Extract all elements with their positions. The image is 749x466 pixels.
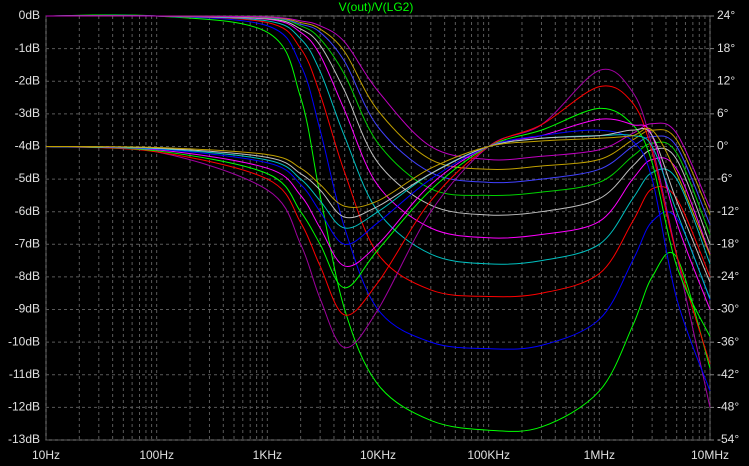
y-tick-label: -13dB xyxy=(8,432,40,446)
y-tick-label: -2dB xyxy=(15,73,40,87)
y-tick-label: -9dB xyxy=(15,302,40,316)
y2-tick-label: -48° xyxy=(717,400,739,414)
series-line xyxy=(45,85,711,365)
series-line xyxy=(45,127,711,283)
y2-tick-label: -12° xyxy=(717,204,739,218)
y-tick-label: -12dB xyxy=(8,400,40,414)
y-tick-label: -4dB xyxy=(15,139,40,153)
y-tick-label: -7dB xyxy=(15,236,40,250)
x-tick-label: 10Hz xyxy=(32,448,60,462)
y-tick-label: -1dB xyxy=(15,41,40,55)
y2-tick-label: -36° xyxy=(717,334,739,348)
series-line xyxy=(45,107,711,337)
y2-tick-label: 0° xyxy=(717,139,729,153)
x-tick-label: 10KHz xyxy=(360,448,396,462)
series-line xyxy=(45,14,711,350)
chart-title: V(out)/V(LG2) xyxy=(339,0,414,14)
y-tick-label: -6dB xyxy=(15,204,40,218)
y2-tick-label: 12° xyxy=(717,73,735,87)
x-tick-label: 100KHz xyxy=(467,448,510,462)
y-tick-label: -3dB xyxy=(15,106,40,120)
x-tick-label: 1MHz xyxy=(584,448,615,462)
series-line xyxy=(45,127,711,256)
series-line xyxy=(45,15,711,209)
series-line xyxy=(45,15,711,298)
y2-tick-label: -54° xyxy=(717,432,739,446)
x-tick-label: 100Hz xyxy=(139,448,174,462)
series-line xyxy=(45,15,711,245)
y2-tick-label: 6° xyxy=(717,106,729,120)
y2-tick-label: -6° xyxy=(717,171,733,185)
y2-tick-label: 24° xyxy=(717,8,735,22)
series-line xyxy=(45,14,711,432)
y-tick-label: -11dB xyxy=(9,367,40,381)
y2-tick-label: -30° xyxy=(717,302,739,316)
y-tick-label: 0dB xyxy=(19,8,40,22)
y2-tick-label: -18° xyxy=(717,236,739,250)
x-tick-label: 1KHz xyxy=(253,448,282,462)
y-tick-label: -5dB xyxy=(15,171,40,185)
y2-tick-label: -42° xyxy=(717,367,739,381)
x-tick-label: 10MHz xyxy=(691,448,729,462)
y-tick-label: -8dB xyxy=(15,269,40,283)
y2-tick-label: -24° xyxy=(717,269,739,283)
y-tick-label: -10dB xyxy=(8,334,40,348)
series-line xyxy=(45,129,711,392)
y2-tick-label: 18° xyxy=(717,41,735,55)
